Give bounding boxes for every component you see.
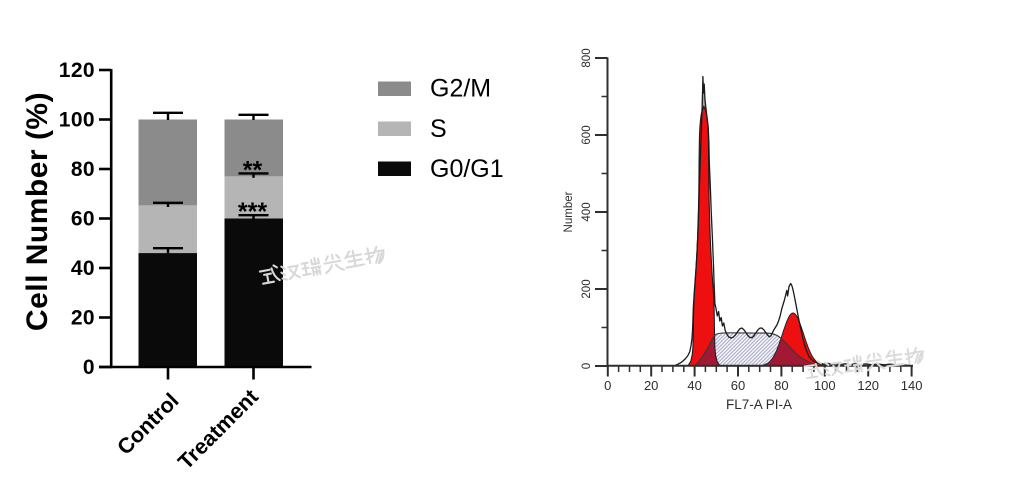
svg-text:80: 80 bbox=[71, 158, 95, 181]
svg-text:200: 200 bbox=[581, 279, 593, 298]
svg-text:Number: Number bbox=[563, 191, 575, 232]
svg-text:100: 100 bbox=[59, 109, 95, 132]
svg-text:400: 400 bbox=[581, 202, 593, 221]
svg-text:60: 60 bbox=[71, 208, 95, 231]
svg-text:S: S bbox=[430, 115, 447, 143]
svg-text:**: ** bbox=[243, 157, 263, 185]
svg-text:60: 60 bbox=[731, 378, 745, 393]
svg-text:G2/M: G2/M bbox=[430, 75, 491, 103]
svg-text:40: 40 bbox=[687, 378, 701, 393]
svg-text:0: 0 bbox=[581, 363, 593, 369]
svg-text:***: *** bbox=[238, 198, 267, 226]
svg-text:140: 140 bbox=[901, 378, 923, 393]
svg-text:800: 800 bbox=[581, 48, 593, 67]
svg-text:120: 120 bbox=[59, 59, 95, 82]
svg-text:80: 80 bbox=[774, 378, 788, 393]
svg-text:120: 120 bbox=[857, 378, 879, 393]
svg-text:0: 0 bbox=[604, 378, 611, 393]
svg-text:20: 20 bbox=[71, 307, 95, 330]
svg-text:100: 100 bbox=[814, 378, 836, 393]
svg-text:20: 20 bbox=[644, 378, 658, 393]
svg-text:FL7-A PI-A: FL7-A PI-A bbox=[726, 397, 792, 412]
svg-text:600: 600 bbox=[581, 125, 593, 144]
svg-text:Cell Number (%): Cell Number (%) bbox=[21, 92, 54, 331]
svg-text:40: 40 bbox=[71, 257, 95, 280]
svg-text:0: 0 bbox=[83, 356, 95, 379]
svg-text:G0/G1: G0/G1 bbox=[430, 155, 504, 183]
